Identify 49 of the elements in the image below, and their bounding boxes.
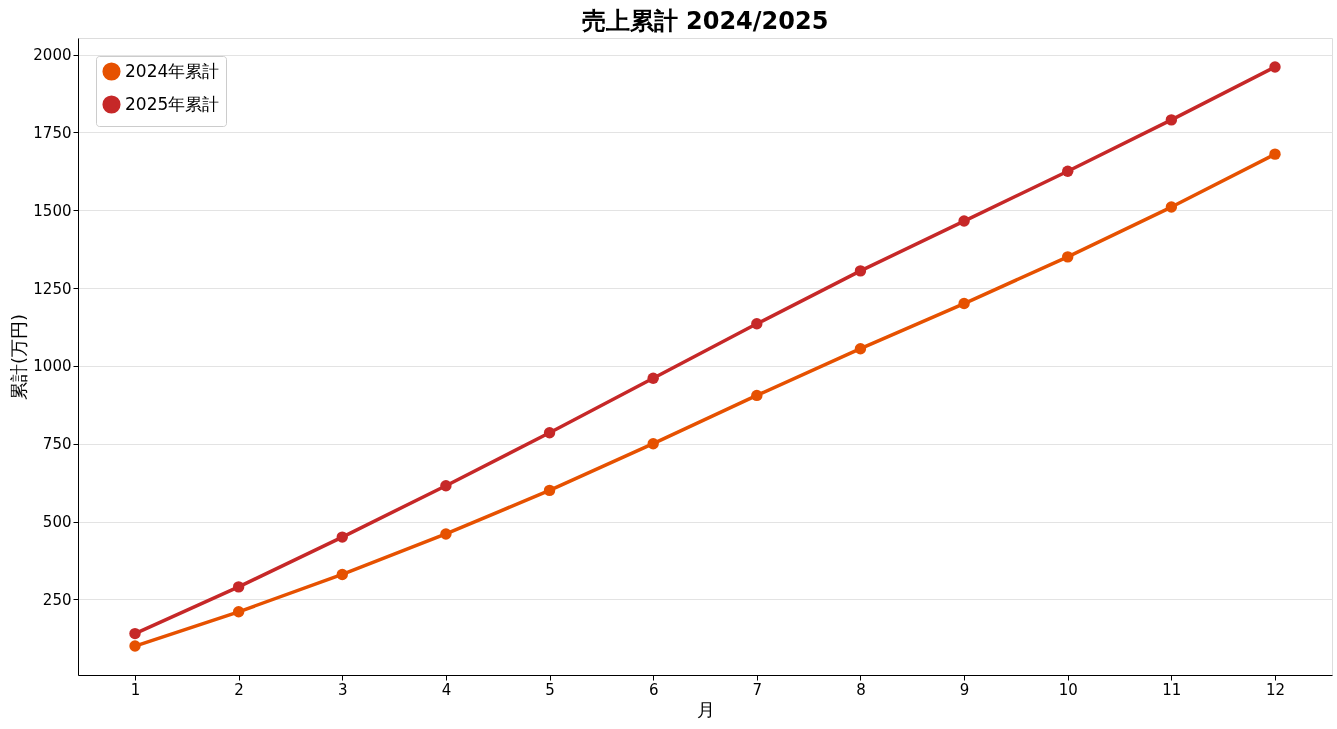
x-tick-label: 10 (1058, 680, 1078, 699)
x-axis-title: 月 (696, 698, 715, 720)
y-tick-label: 1750 (33, 123, 72, 142)
x-tick-label: 7 (752, 680, 763, 699)
point (543, 484, 556, 497)
point (958, 297, 970, 310)
point (129, 640, 141, 652)
x-tick-label: 1 (130, 680, 141, 699)
point (1269, 61, 1281, 73)
y-tick-label: 2000 (33, 46, 72, 64)
chart-title: 売上累計 2024/2025 (581, 7, 829, 35)
y-tick-label: 1500 (33, 201, 72, 220)
point (1165, 201, 1178, 213)
y-axis-title: 累計(万円) (8, 313, 30, 401)
point (647, 372, 659, 384)
point (751, 389, 763, 402)
y-tick-label: 750 (42, 435, 72, 454)
y-tick-label: 1000 (33, 357, 72, 376)
point (854, 265, 867, 277)
x-tick-label: 11 (1162, 680, 1182, 699)
point (232, 606, 245, 618)
legend-label: 2025年累計 (125, 93, 220, 114)
point (751, 318, 763, 330)
x-tick-label: 3 (338, 680, 348, 699)
x-tick-label: 8 (856, 680, 866, 699)
y-tick-label: 250 (42, 590, 72, 609)
point (336, 531, 348, 543)
y-tick-label: 1250 (33, 279, 72, 298)
x-tick-label: 9 (959, 680, 970, 699)
point (336, 568, 348, 581)
point (647, 437, 659, 450)
x-tick-label: 2 (234, 680, 244, 699)
x-tick-label: 6 (648, 680, 659, 699)
point (1269, 148, 1281, 160)
x-tick-label: 12 (1265, 680, 1286, 699)
point (440, 528, 452, 540)
point (1062, 251, 1074, 263)
point (1062, 165, 1074, 177)
legend-label: 2024年累計 (125, 60, 220, 81)
point (232, 581, 245, 593)
point (440, 480, 452, 492)
y-tick-label: 500 (42, 513, 72, 532)
x-tick-label: 5 (545, 680, 555, 699)
point (543, 427, 556, 439)
x-tick-label: 4 (441, 680, 452, 699)
point (1165, 114, 1178, 126)
point (854, 343, 867, 355)
point (958, 215, 970, 227)
point (129, 627, 141, 640)
